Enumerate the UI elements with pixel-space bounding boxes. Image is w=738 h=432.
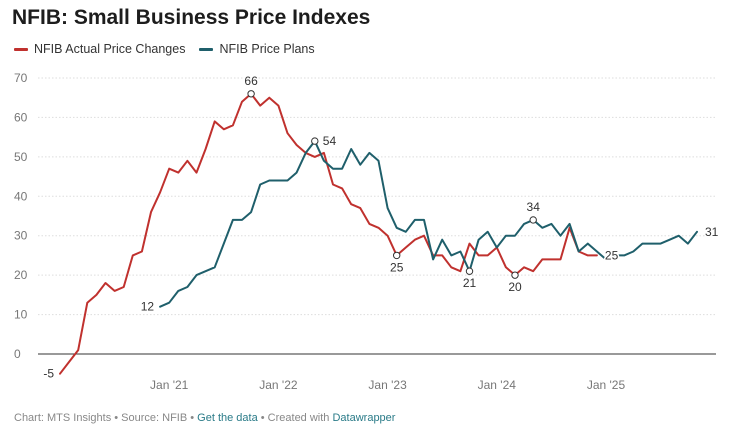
legend-swatch-actual <box>14 47 28 51</box>
x-tick-label: Jan '23 <box>368 378 407 392</box>
legend-item-actual: NFIB Actual Price Changes <box>14 42 185 56</box>
legend-label-actual: NFIB Actual Price Changes <box>34 42 186 56</box>
annotation-marker <box>529 216 537 224</box>
y-tick-label: 60 <box>14 110 28 124</box>
legend-label-plans: NFIB Price Plans <box>219 42 315 56</box>
x-tick-label: Jan '24 <box>478 378 517 392</box>
annotation-marker <box>247 90 255 98</box>
series-line-plans <box>159 140 698 308</box>
chart-legend: NFIB Actual Price Changes NFIB Price Pla… <box>14 42 315 56</box>
annotation-marker <box>465 267 474 275</box>
y-tick-label: 70 <box>14 71 28 85</box>
y-tick-label: 0 <box>14 347 21 361</box>
annotation-label: 31 <box>705 225 719 239</box>
annotation-label: 25 <box>390 260 404 274</box>
annotation-marker <box>393 251 401 260</box>
annotation-label: 21 <box>463 276 477 290</box>
annotation-label: -5 <box>43 367 54 381</box>
x-tick-label: Jan '22 <box>259 378 298 392</box>
annotation-label: 34 <box>527 200 541 214</box>
annotation-label: 66 <box>244 74 258 88</box>
chart-footer: Chart: MTS Insights • Source: NFIB • Get… <box>14 412 395 424</box>
chart-title: NFIB: Small Business Price Indexes <box>12 6 371 29</box>
annotation-label: 25 <box>605 248 619 262</box>
footer-created-with: • Created with <box>257 412 333 424</box>
y-tick-label: 40 <box>14 189 28 203</box>
legend-swatch-plans <box>199 47 214 51</box>
annotation-marker <box>511 271 519 279</box>
get-the-data-link[interactable]: Get the data <box>197 412 258 424</box>
y-tick-label: 50 <box>14 150 28 164</box>
x-tick-label: Jan '25 <box>587 378 626 392</box>
footer-source: Chart: MTS Insights • Source: NFIB • <box>14 412 198 424</box>
annotation-label: 20 <box>508 280 522 294</box>
y-tick-label: 30 <box>14 229 28 243</box>
datawrapper-link[interactable]: Datawrapper <box>332 412 396 424</box>
series-line-actual <box>59 92 598 375</box>
legend-item-plans: NFIB Price Plans <box>199 42 315 56</box>
y-tick-label: 20 <box>14 268 28 282</box>
y-tick-label: 10 <box>14 308 28 322</box>
annotation-label: 54 <box>323 134 337 148</box>
annotation-label: 12 <box>141 300 155 314</box>
annotation-marker <box>311 137 319 145</box>
x-tick-label: Jan '21 <box>150 378 189 392</box>
